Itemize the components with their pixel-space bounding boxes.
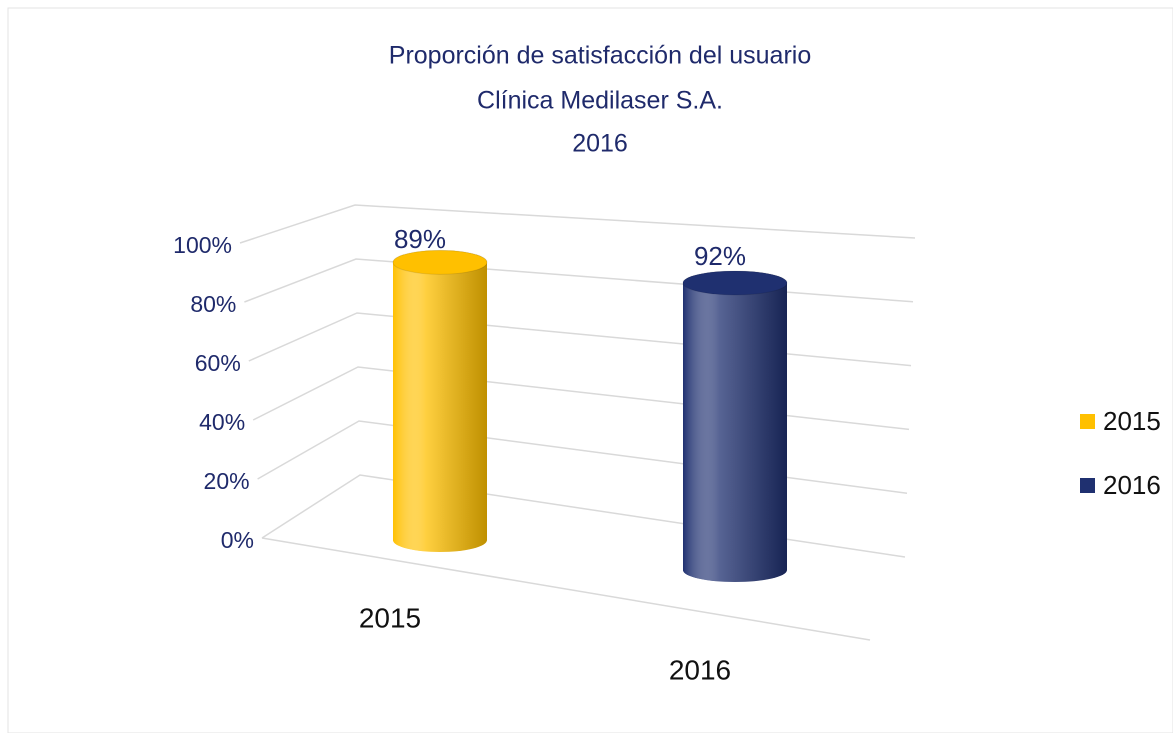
legend-swatch xyxy=(1080,414,1095,429)
cylinder-shade xyxy=(393,250,487,552)
cylinder-top xyxy=(392,249,488,275)
floor-edge xyxy=(261,537,871,641)
legend-label: 2016 xyxy=(1103,470,1161,500)
y-tick-label: 60% xyxy=(195,350,241,376)
y-tick-label: 100% xyxy=(173,232,232,258)
grid-line xyxy=(239,204,916,244)
y-tick-label: 80% xyxy=(190,291,236,317)
cylinder-top xyxy=(682,270,788,296)
x-tick-label: 2015 xyxy=(359,602,421,633)
legend-label: 2015 xyxy=(1103,406,1161,436)
x-tick-label: 2016 xyxy=(669,654,731,685)
value-label: 92% xyxy=(694,241,746,271)
chart-frame xyxy=(7,7,1173,733)
y-tick-label: 20% xyxy=(204,468,250,494)
y-tick-label: 0% xyxy=(221,527,254,553)
chart-title: 2016 xyxy=(572,130,628,158)
cylinder-shade xyxy=(683,270,787,582)
y-tick-label: 40% xyxy=(199,409,245,435)
value-label: 89% xyxy=(394,224,446,254)
chart-title: Proporción de satisfacción del usuario xyxy=(389,42,811,70)
legend-swatch xyxy=(1080,478,1095,493)
chart-title: Clínica Medilaser S.A. xyxy=(477,87,723,115)
